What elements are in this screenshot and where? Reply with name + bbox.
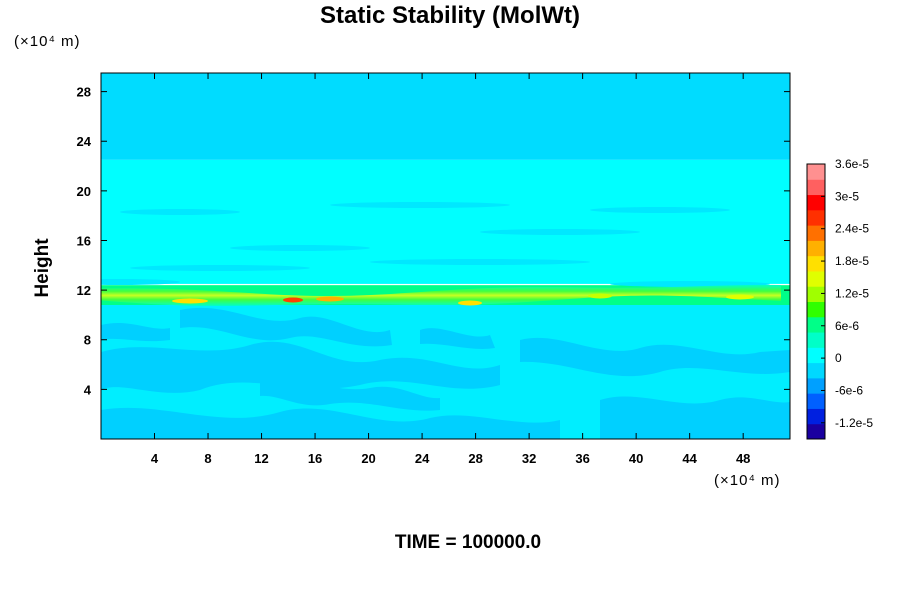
colorbar-label-5: 6e-6 xyxy=(835,319,859,333)
y-tick-label-0: 4 xyxy=(84,382,92,397)
lower-layer-patch-1 xyxy=(101,407,560,439)
x-tick-label-0: 4 xyxy=(151,451,159,466)
colorbar-segment-10 xyxy=(807,270,825,287)
colorbar-segment-7 xyxy=(807,316,825,333)
colorbar-segment-16 xyxy=(807,179,825,196)
y-tick-label-5: 24 xyxy=(77,134,92,149)
x-tick-label-10: 44 xyxy=(682,451,697,466)
band-hotspot-0 xyxy=(172,298,208,304)
lower-layer-patch-2 xyxy=(180,307,392,347)
lower-layer-patch-7 xyxy=(101,323,170,342)
colorbar-label-8: -1.2e-5 xyxy=(835,416,873,430)
lower-layer-patch-3 xyxy=(520,337,790,377)
colorbar-label-7: -6e-6 xyxy=(835,383,863,397)
mid-layer-streak-6 xyxy=(370,259,590,265)
lower-layer-patch-0 xyxy=(101,341,500,393)
colorbar-segment-2 xyxy=(807,393,825,409)
colorbar-segment-15 xyxy=(807,194,825,211)
x-tick-label-11: 48 xyxy=(736,451,750,466)
y-tick-label-6: 28 xyxy=(77,85,91,100)
y-tick-label-4: 20 xyxy=(77,184,91,199)
colorbar-segment-9 xyxy=(807,286,825,302)
band-hotspot-2 xyxy=(316,296,344,302)
band-hotspot-3 xyxy=(458,300,482,306)
heatmap-band-0 xyxy=(101,73,790,160)
band-hotspot-5 xyxy=(726,294,754,300)
mid-layer-streak-3 xyxy=(480,229,640,235)
band-hotspot-1 xyxy=(283,297,303,303)
colorbar-segment-1 xyxy=(807,408,825,425)
mid-layer-streak-5 xyxy=(130,265,310,271)
x-tick-label-2: 12 xyxy=(254,451,268,466)
x-tick-label-6: 28 xyxy=(468,451,482,466)
colorbar-segment-8 xyxy=(807,301,825,318)
colorbar-segment-5 xyxy=(807,347,825,364)
colorbar-segment-11 xyxy=(807,255,825,272)
lower-layer-patch-5 xyxy=(420,328,495,349)
x-tick-label-7: 32 xyxy=(522,451,536,466)
mid-layer-streak-0 xyxy=(120,209,240,215)
x-tick-label-3: 16 xyxy=(308,451,322,466)
lower-layer-patch-4 xyxy=(600,396,790,439)
colorbar-label-6: 0 xyxy=(835,351,842,365)
y-tick-label-2: 12 xyxy=(77,283,91,298)
mid-layer-streak-2 xyxy=(330,202,510,208)
y-tick-label-1: 8 xyxy=(84,333,91,348)
colorbar-segment-6 xyxy=(807,332,825,348)
mid-layer-streak-1 xyxy=(230,245,370,251)
y-axis-unit: (×10⁴ m) xyxy=(14,33,81,50)
colorbar-label-1: 3e-5 xyxy=(835,189,859,203)
time-label: TIME = 100000.0 xyxy=(394,532,542,553)
colorbar-frame xyxy=(806,163,826,440)
x-tick-label-8: 36 xyxy=(575,451,589,466)
colorbar-label-0: 3.6e-5 xyxy=(835,157,869,171)
mid-layer-streak-4 xyxy=(590,207,730,213)
x-tick-label-9: 40 xyxy=(629,451,643,466)
colorbar-segment-12 xyxy=(807,240,825,257)
colorbar-segment-0 xyxy=(807,423,825,440)
mid-layer-streak-7 xyxy=(101,279,180,285)
colorbar-segment-4 xyxy=(807,362,825,379)
x-tick-label-5: 24 xyxy=(415,451,430,466)
colorbar-label-4: 1.2e-5 xyxy=(835,286,869,300)
lower-layer-patch-6 xyxy=(260,377,440,411)
x-tick-label-1: 8 xyxy=(204,451,211,466)
colorbar-label-2: 2.4e-5 xyxy=(835,222,869,236)
x-axis-unit: (×10⁴ m) xyxy=(714,472,781,489)
colorbar-label-3: 1.8e-5 xyxy=(835,254,869,268)
colorbar-segment-17 xyxy=(807,164,825,180)
colorbar-segment-13 xyxy=(807,225,825,241)
chart-title: Static Stability (MolWt) xyxy=(320,2,580,29)
tropopause-band xyxy=(101,284,781,306)
band-hotspot-4 xyxy=(588,293,612,299)
plot-frame xyxy=(100,72,791,440)
x-tick-label-4: 20 xyxy=(361,451,375,466)
colorbar-segment-14 xyxy=(807,209,825,226)
y-tick-label-3: 16 xyxy=(77,233,91,248)
colorbar-segment-3 xyxy=(807,377,825,394)
